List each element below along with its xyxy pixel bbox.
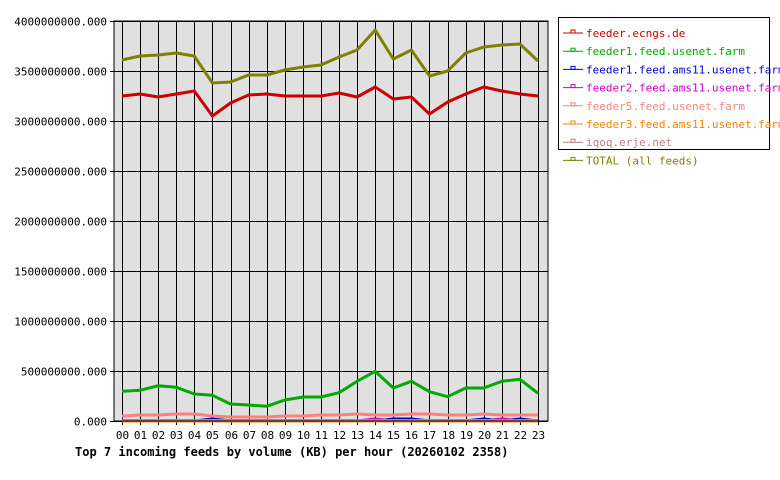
y-tick-label: 0.000 (74, 416, 107, 429)
x-tick-label: 23 (532, 429, 545, 442)
x-tick-label: 15 (387, 429, 400, 442)
series-line (121, 28, 540, 85)
x-tick-label: 09 (279, 429, 292, 442)
legend-marker (570, 138, 576, 143)
legend-entry: feeder.ecngs.de (586, 27, 685, 40)
x-tick-label: 13 (351, 429, 364, 442)
x-tick-label: 01 (134, 429, 147, 442)
legend-marker (570, 47, 576, 52)
legend-marker (570, 84, 576, 89)
legend: feeder.ecngs.de feeder1.feed.usenet.farm f… (558, 17, 780, 167)
legend-marker (570, 102, 576, 107)
x-tick-label: 03 (170, 429, 183, 442)
y-tick-label: 1000000000.000 (14, 316, 107, 329)
x-tick-label: 21 (496, 429, 509, 442)
y-tick-label: 2000000000.000 (14, 216, 107, 229)
x-tick-label: 18 (442, 429, 455, 442)
legend-marker (570, 120, 576, 125)
legend-entry: feeder3.feed.ams11.usenet.farm (586, 118, 780, 131)
x-tick-label: 14 (369, 429, 383, 442)
x-tick-label: 08 (261, 429, 274, 442)
legend-entry: iqoq.erje.net (586, 136, 672, 149)
x-tick-label: 02 (152, 429, 165, 442)
x-tick-label: 07 (243, 429, 256, 442)
y-tick-label: 500000000.000 (21, 366, 107, 379)
y-axis-ticks: 0.000 500000000.000 1000000000.000 15000000… (14, 16, 114, 429)
legend-entry: feeder1.feed.usenet.farm (586, 45, 745, 58)
x-axis-ticks: 00 01 02 03 04 05 06 07 08 09 10 11 12 13 14 15 16 17 18 19… (116, 429, 545, 442)
legend-entry: feeder1.feed.ams11.usenet.farm (586, 63, 780, 76)
x-tick-label: 10 (297, 429, 310, 442)
x-tick-label: 06 (225, 429, 238, 442)
x-tick-label: 05 (206, 429, 219, 442)
legend-entry: TOTAL (all feeds) (586, 154, 699, 167)
series-line (121, 369, 539, 408)
plot-border (113, 20, 549, 422)
legend-entry: feeder2.feed.ams11.usenet.farm (586, 82, 780, 95)
y-tick-label: 1500000000.000 (14, 266, 107, 279)
y-tick-label: 2500000000.000 (14, 166, 107, 179)
legend-marker (570, 29, 576, 34)
x-tick-label: 20 (478, 429, 491, 442)
series-line (121, 412, 538, 419)
y-tick-label: 3000000000.000 (14, 116, 107, 129)
legend-marker (570, 65, 576, 70)
x-tick-label: 04 (188, 429, 202, 442)
x-tick-label: 17 (423, 429, 436, 442)
y-tick-label: 4000000000.000 (14, 16, 107, 29)
legend-box (558, 17, 770, 150)
chart-title: Top 7 incoming feeds by volume (KB) per … (75, 445, 508, 459)
x-tick-label: 00 (116, 429, 129, 442)
legend-entry: feeder5.feed.usenet.farm (586, 100, 745, 113)
x-tick-label: 16 (405, 429, 418, 442)
x-tick-label: 19 (460, 429, 473, 442)
y-tick-label: 3500000000.000 (14, 66, 107, 79)
x-tick-label: 22 (514, 429, 527, 442)
x-tick-label: 12 (333, 429, 346, 442)
series-line (121, 85, 539, 118)
legend-marker (570, 156, 576, 161)
x-tick-label: 11 (315, 429, 328, 442)
